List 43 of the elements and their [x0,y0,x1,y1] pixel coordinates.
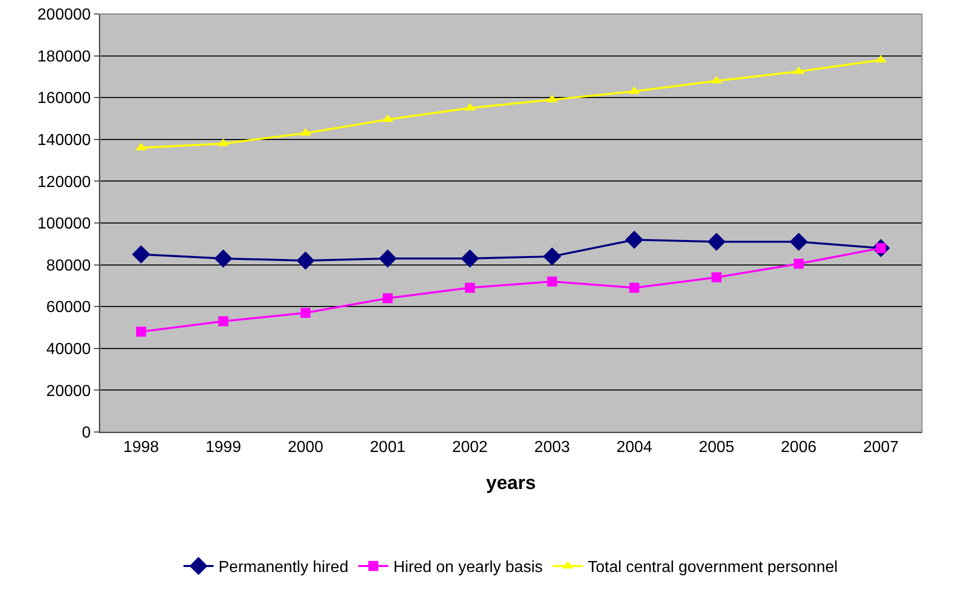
x-tick-label: 2005 [698,439,734,456]
x-tick-label: 2000 [288,439,324,456]
x-tick-label: 2004 [616,439,652,456]
point [214,249,232,268]
point [464,282,475,293]
y-tick-label: 200000 [37,6,91,24]
x-tick-label: 2007 [863,439,899,456]
point [712,272,722,282]
point [132,245,150,264]
y-tick-label: 20000 [46,382,91,400]
y-tick-label: 140000 [37,132,91,149]
point [296,252,315,270]
legend-label: Total central government personnel [588,559,838,576]
point [218,316,228,326]
x-tick-label: 2003 [534,439,570,456]
point [378,249,397,268]
x-tick-label: 2001 [370,439,406,456]
x-tick-label: 2006 [780,439,817,456]
point [625,230,644,249]
x-tick-label: 1999 [206,439,242,456]
x-tick-label: 1998 [123,439,159,456]
y-tick-label: 0 [82,424,91,442]
y-tick-label: 160000 [37,90,91,108]
x-tick-label: 2002 [452,439,488,456]
legend-label: Hired on yearly basis [393,559,543,576]
y-tick-label: 60000 [46,299,91,316]
point [543,247,562,266]
point [707,232,726,251]
point [790,232,808,251]
point [382,293,393,304]
y-tick-label: 80000 [46,257,91,274]
y-tick-label: 40000 [46,341,91,358]
y-tick-label: 180000 [37,48,91,66]
point [460,249,479,268]
point [136,326,146,337]
point [300,308,310,318]
x-axis-title: years [486,473,536,494]
point [629,282,640,293]
y-tick-label: 100000 [37,216,91,233]
point [547,276,558,287]
legend-label: Permanently hired [218,559,348,576]
y-tick-label: 120000 [37,174,91,191]
point [794,258,804,269]
